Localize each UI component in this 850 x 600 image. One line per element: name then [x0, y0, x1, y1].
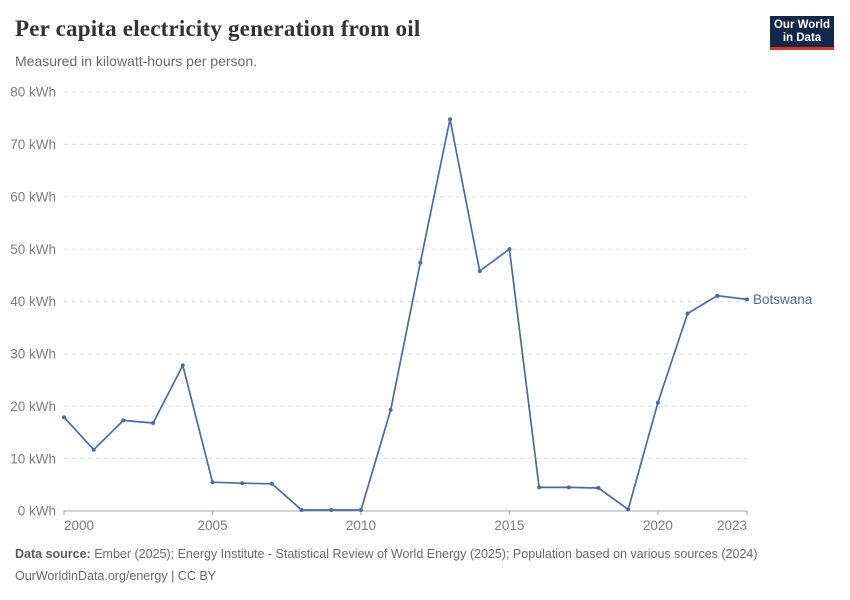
data-point [745, 297, 749, 302]
data-point [685, 311, 690, 316]
page-title: Per capita electricity generation from o… [15, 16, 421, 41]
y-axis-tick-label: 80 kWh [10, 85, 56, 100]
data-point [477, 269, 482, 274]
data-point [418, 260, 423, 265]
data-line-botswana [63, 118, 748, 511]
data-point [91, 447, 96, 452]
y-axis-tick-label: 30 kWh [10, 347, 56, 362]
data-point [626, 507, 631, 512]
data-point [448, 117, 453, 122]
x-axis-tick-label: 2005 [197, 518, 227, 533]
x-axis-tick-label: 2023 [717, 518, 747, 533]
data-point [507, 247, 512, 252]
data-point [566, 485, 571, 490]
x-axis-tick-label: 2010 [346, 518, 376, 533]
data-point [240, 481, 245, 486]
data-source-line: Data source: Ember (2025); Energy Instit… [15, 544, 835, 566]
owid-logo-line1: Our World [773, 18, 830, 31]
data-source-text: Ember (2025); Energy Institute - Statist… [94, 547, 758, 561]
license-line: OurWorldinData.org/energy | CC BY [15, 568, 217, 583]
y-axis-tick-label: 40 kWh [10, 294, 56, 309]
data-point [210, 480, 215, 485]
data-point [655, 400, 660, 405]
data-point [715, 293, 720, 298]
y-axis-tick-label: 60 kWh [10, 189, 56, 204]
x-axis-tick-label: 2000 [64, 518, 94, 533]
owid-logo-line2: in Data [782, 31, 822, 44]
x-axis-tick-label: 2020 [643, 518, 673, 533]
data-point [596, 485, 601, 490]
data-point [388, 407, 393, 412]
data-point [299, 507, 304, 512]
data-point [269, 481, 274, 486]
data-point [537, 485, 542, 490]
y-axis-tick-label: 70 kWh [10, 137, 56, 152]
chart-subtitle: Measured in kilowatt-hours per person. [15, 53, 258, 69]
x-axis-tick-label: 2015 [494, 518, 524, 533]
data-point [358, 507, 363, 512]
y-axis-tick-label: 0 kWh [18, 504, 56, 519]
data-source-label: Data source: [15, 547, 91, 561]
data-point [62, 415, 66, 420]
chart-footer: Data source: Ember (2025); Energy Instit… [15, 544, 835, 587]
owid-logo: Our World in Data [770, 16, 834, 50]
data-point [180, 363, 185, 368]
data-point [151, 421, 156, 426]
y-axis-tick-label: 10 kWh [10, 451, 56, 466]
y-axis-tick-label: 20 kWh [10, 399, 56, 414]
series-label-botswana: Botswana [753, 292, 813, 307]
data-point [329, 507, 334, 512]
data-point [121, 418, 126, 423]
y-axis-tick-label: 50 kWh [10, 242, 56, 257]
